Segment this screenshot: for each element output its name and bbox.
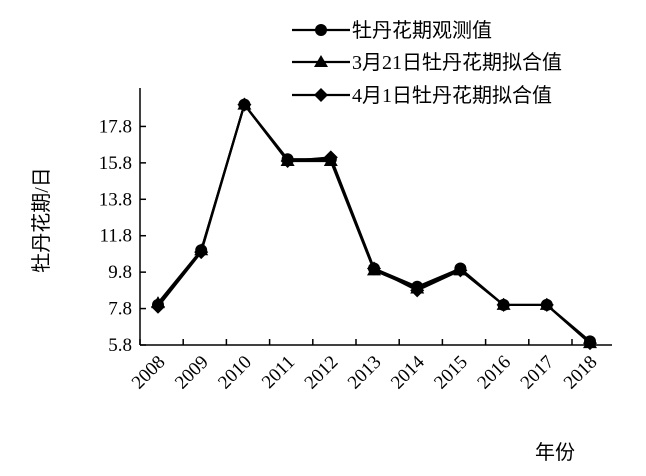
data-point-diamond: [583, 336, 597, 351]
legend-marker-diamond: [314, 88, 328, 102]
legend-label: 3月21日牡丹花期拟合值: [352, 51, 562, 74]
y-tick-label: 15.8: [99, 153, 132, 174]
axes: [139, 88, 612, 346]
data-point-diamond: [237, 97, 252, 112]
data-point-diamond: [367, 261, 381, 276]
y-tick-label: 11.8: [99, 226, 132, 247]
x-tick-label: 2011: [258, 352, 299, 393]
data-point-diamond: [280, 154, 295, 169]
legend-marker-triangle: [314, 55, 328, 67]
y-tick-label: 5.8: [108, 335, 132, 356]
data-point-diamond: [496, 297, 511, 312]
y-tick-label: 9.8: [108, 262, 132, 283]
series-line: [157, 102, 591, 345]
x-tick-label: 2017: [517, 352, 559, 394]
x-tick-label: 2015: [430, 352, 472, 394]
x-tick-label: 2016: [473, 352, 515, 394]
legend: 牡丹花期观测值 3月21日牡丹花期拟合值 4月1日牡丹花期拟合值: [292, 19, 562, 107]
x-tick-label: 2010: [214, 352, 256, 394]
x-ticks: 2008 2009 2010 2011 2012 2013 2014 2015 2016 2017…: [128, 339, 602, 393]
x-tick-label: 2009: [171, 352, 213, 394]
x-axis-title: 年份: [535, 441, 575, 464]
y-tick-label: 17.8: [99, 116, 132, 137]
y-tick-label: 13.8: [99, 189, 132, 210]
legend-marker-circle: [315, 24, 327, 36]
y-tick-label: 7.8: [108, 299, 132, 320]
y-ticks: 5.8 7.8 9.8 11.8 13.8 15.8 17.8: [99, 116, 146, 356]
data-point-diamond: [194, 245, 209, 260]
y-axis-title: 牡丹花期/日: [30, 167, 53, 273]
series-diamond: [151, 97, 597, 351]
data-point-diamond: [453, 263, 468, 278]
data-point-diamond: [539, 297, 554, 312]
data-point-diamond: [323, 150, 338, 165]
x-tick-label: 2008: [128, 352, 170, 394]
x-tick-label: 2014: [387, 351, 429, 393]
series-triangle: [151, 97, 597, 349]
series-layer: [151, 97, 597, 351]
data-point-diamond: [151, 299, 165, 314]
series-circle: [152, 98, 596, 348]
data-point-diamond: [410, 283, 425, 298]
x-tick-label: 2013: [344, 352, 386, 394]
x-tick-label: 2018: [560, 352, 602, 394]
x-tick-label: 2012: [301, 352, 343, 394]
legend-label: 牡丹花期观测值: [352, 19, 492, 42]
legend-label: 4月1日牡丹花期拟合值: [352, 84, 552, 107]
series-line: [157, 102, 591, 345]
